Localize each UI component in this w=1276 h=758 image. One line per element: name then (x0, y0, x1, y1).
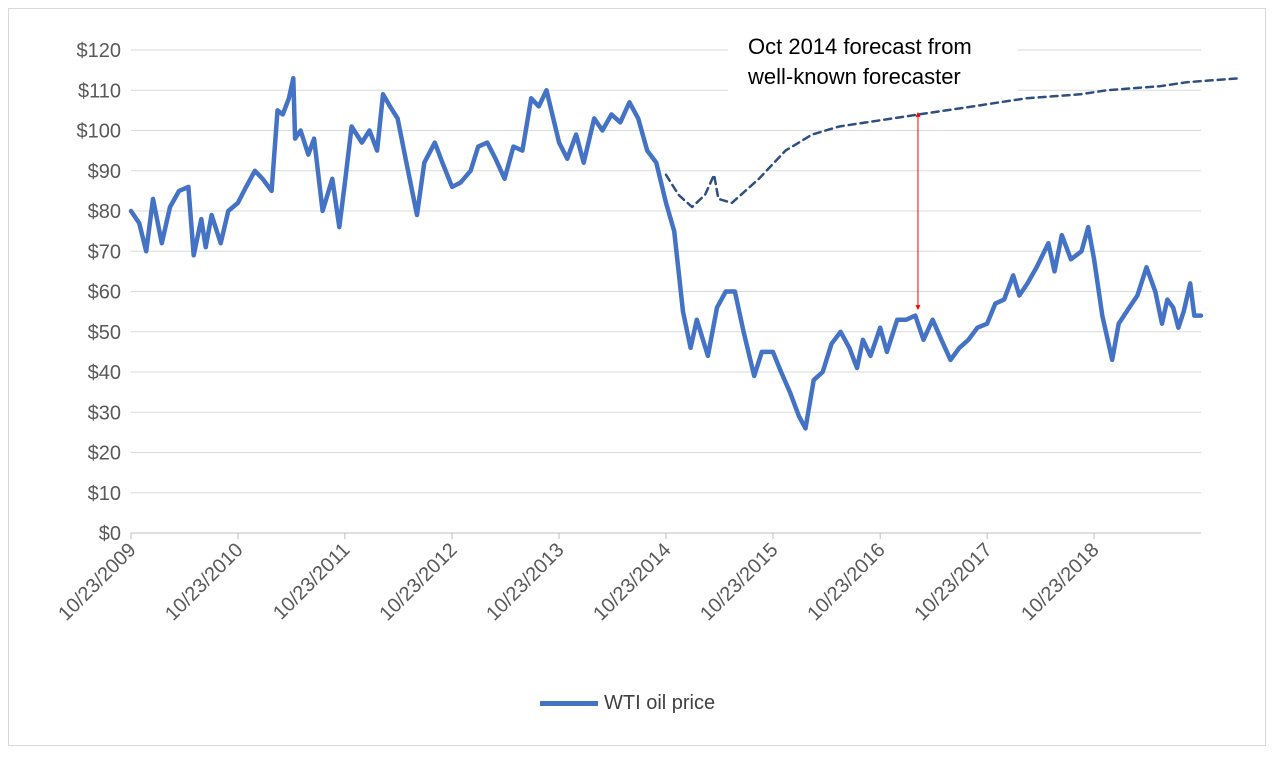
y-tick-label: $60 (88, 282, 121, 304)
y-tick-label: $50 (88, 322, 121, 344)
y-tick-label: $90 (88, 161, 121, 183)
y-tick-label: $120 (77, 40, 122, 62)
x-tick-label: 10/23/2011 (269, 539, 354, 624)
x-tick-label: 10/23/2014 (589, 539, 675, 625)
x-tick-label: 10/23/2016 (803, 539, 889, 625)
y-axis-ticks: $0 $10 $20 $30 $40 $50 $60 $70 $80 $90 $100 $110 $12… (77, 40, 122, 545)
annotation-line-1: Oct 2014 forecast from (748, 34, 972, 59)
legend-label: WTI oil price (604, 691, 716, 714)
forecast-series-line (664, 76, 1242, 209)
y-tick-label: $10 (88, 483, 121, 505)
y-tick-label: $100 (77, 121, 122, 143)
x-tick-label: 10/23/2009 (54, 539, 140, 625)
forecast-annotation: Oct 2014 forecast from well-known foreca… (728, 18, 1018, 92)
y-tick-label: $110 (78, 80, 121, 102)
series-group (128, 75, 1242, 431)
y-tick-label: $0 (99, 523, 121, 545)
annotation-line-2: well-known forecaster (748, 64, 961, 89)
x-tick-label: 10/23/2015 (696, 539, 782, 625)
x-tick-label: 10/23/2013 (482, 539, 568, 625)
x-tick-label: 10/23/2018 (1017, 539, 1103, 625)
y-tick-label: $80 (88, 201, 121, 223)
legend: WTI oil price (540, 688, 715, 718)
gridlines (131, 49, 1201, 494)
legend-swatch (540, 700, 598, 706)
y-tick-label: $40 (88, 362, 121, 384)
x-tick-label: 10/23/2010 (161, 539, 247, 625)
x-axis (130, 532, 1201, 539)
x-tick-label: 10/23/2017 (910, 539, 996, 625)
y-tick-label: $70 (88, 241, 121, 263)
x-tick-label: 10/23/2012 (375, 539, 461, 625)
x-axis-ticks: 10/23/2009 10/23/2010 10/23/2011 10/23/2012… (54, 539, 1103, 625)
y-tick-label: $30 (88, 402, 121, 424)
y-tick-label: $20 (88, 443, 121, 465)
chart-frame (8, 8, 1266, 746)
wti-price-series-line (128, 75, 1204, 431)
